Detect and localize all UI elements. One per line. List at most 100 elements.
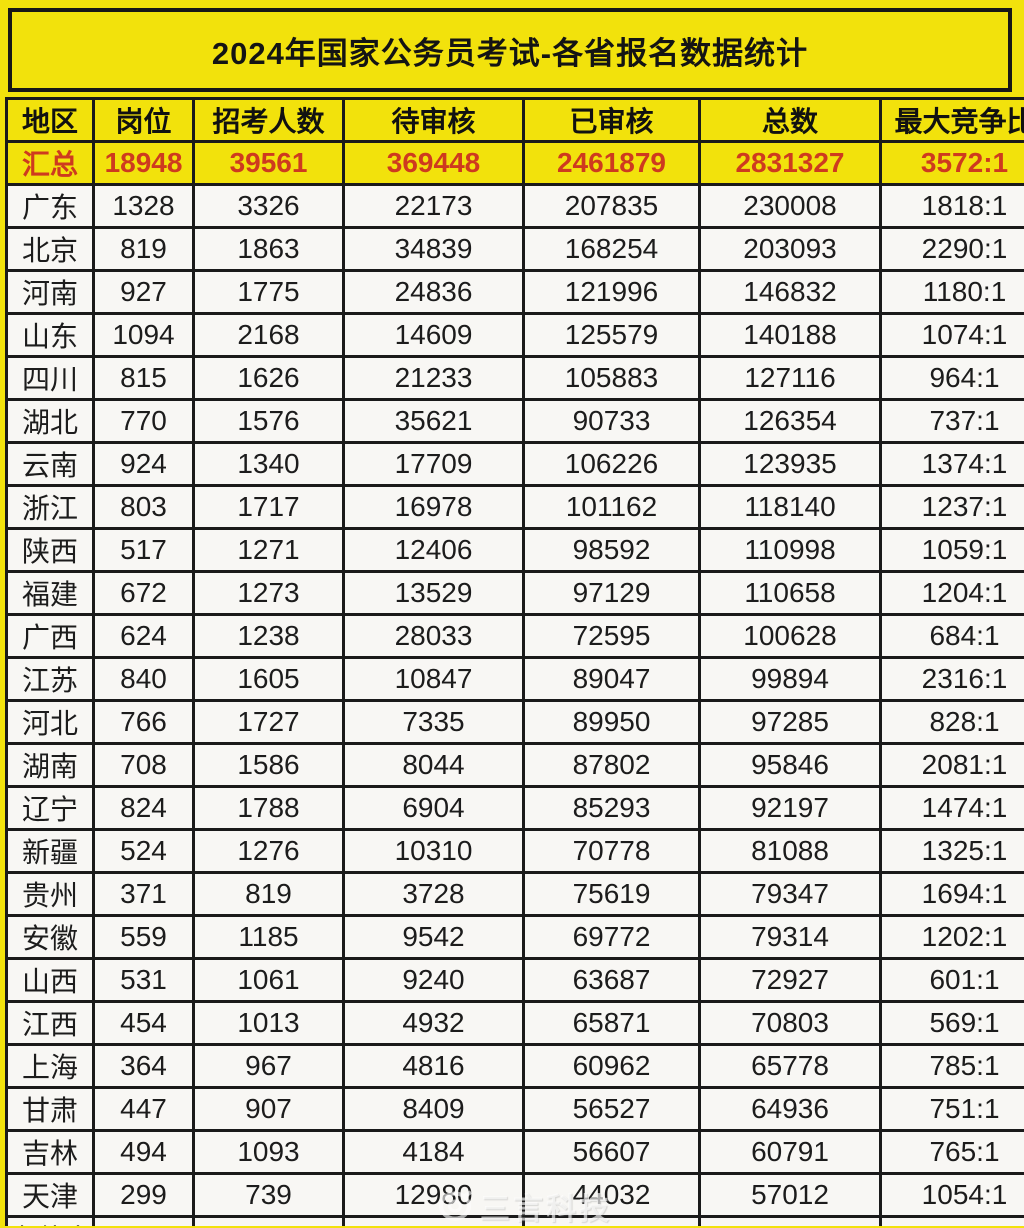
table-row: 江苏 840 1605 10847 89047 99894 2316:1	[7, 658, 1024, 701]
table-cell: 127116	[700, 357, 881, 400]
table-cell: 79347	[700, 873, 881, 916]
table-row: 湖南 708 1586 8044 87802 95846 2081:1	[7, 744, 1024, 787]
table-cell: 819	[94, 228, 194, 271]
table-row: 安徽 559 1185 9542 69772 79314 1202:1	[7, 916, 1024, 959]
table-cell: 964:1	[881, 357, 1024, 400]
table-cell: 1727	[194, 701, 344, 744]
region-cell: 天津	[7, 1174, 94, 1217]
table-cell: 44032	[524, 1174, 700, 1217]
table-cell: 22173	[344, 185, 524, 228]
table-cell: 70803	[700, 1002, 881, 1045]
table-cell: 1238	[194, 615, 344, 658]
table-cell: 17709	[344, 443, 524, 486]
table-cell: 708	[94, 744, 194, 787]
table-container: 地区 岗位 招考人数 待审核 已审核 总数 最大竞争比 汇总 18948 395…	[0, 97, 1024, 1226]
column-header-recruited: 招考人数	[194, 99, 344, 142]
table-cell: 1586	[194, 744, 344, 787]
table-cell: 3728	[344, 873, 524, 916]
table-row: 甘肃 447 907 8409 56527 64936 751:1	[7, 1088, 1024, 1131]
table-cell: 97129	[524, 572, 700, 615]
table-cell: 1374:1	[881, 443, 1024, 486]
region-cell: 安徽	[7, 916, 94, 959]
table-cell: 16978	[344, 486, 524, 529]
table-cell: 75619	[524, 873, 700, 916]
table-cell: 60962	[524, 1045, 700, 1088]
table-cell: 140188	[700, 314, 881, 357]
table-cell: 1276	[194, 830, 344, 873]
region-cell: 贵州	[7, 873, 94, 916]
region-cell: 湖北	[7, 400, 94, 443]
table-cell: 1185	[194, 916, 344, 959]
table-cell: 1474:1	[881, 787, 1024, 830]
region-cell: 江西	[7, 1002, 94, 1045]
table-cell: 207835	[524, 185, 700, 228]
table-cell: 56190	[700, 1217, 881, 1227]
table-cell: 28033	[344, 615, 524, 658]
table-cell: 631	[94, 1217, 194, 1227]
region-cell: 河北	[7, 701, 94, 744]
table-cell: 126354	[700, 400, 881, 443]
column-header-reviewed: 已审核	[524, 99, 700, 142]
region-cell: 四川	[7, 357, 94, 400]
table-cell: 828:1	[881, 701, 1024, 744]
table-cell: 531	[94, 959, 194, 1002]
table-cell: 72927	[700, 959, 881, 1002]
summary-cell: 2831327	[700, 142, 881, 185]
table-body: 汇总 18948 39561 369448 2461879 2831327 35…	[7, 142, 1024, 1227]
table-cell: 2081:1	[881, 744, 1024, 787]
table-cell: 494	[94, 1131, 194, 1174]
region-cell: 云南	[7, 443, 94, 486]
summary-cell: 369448	[344, 142, 524, 185]
table-cell: 907	[194, 1088, 344, 1131]
region-cell: 山东	[7, 314, 94, 357]
table-cell: 524	[94, 830, 194, 873]
table-row: 天津 299 739 12980 44032 57012 1054:1	[7, 1174, 1024, 1217]
region-cell: 北京	[7, 228, 94, 271]
table-cell: 81088	[700, 830, 881, 873]
table-cell: 1775	[194, 271, 344, 314]
table-cell: 454	[94, 1002, 194, 1045]
table-cell: 840	[94, 658, 194, 701]
summary-row: 汇总 18948 39561 369448 2461879 2831327 35…	[7, 142, 1024, 185]
table-cell: 24836	[344, 271, 524, 314]
table-cell: 1277	[194, 1217, 344, 1227]
table-cell: 1717	[194, 486, 344, 529]
table-cell: 1180:1	[881, 271, 1024, 314]
table-row: 内蒙古 631 1277 4516 51674 56190 1940:1	[7, 1217, 1024, 1227]
table-cell: 766	[94, 701, 194, 744]
column-header-total: 总数	[700, 99, 881, 142]
region-cell: 广西	[7, 615, 94, 658]
table-cell: 63687	[524, 959, 700, 1002]
region-cell: 辽宁	[7, 787, 94, 830]
table-cell: 35621	[344, 400, 524, 443]
table-cell: 4816	[344, 1045, 524, 1088]
table-cell: 57012	[700, 1174, 881, 1217]
table-cell: 2168	[194, 314, 344, 357]
table-cell: 1626	[194, 357, 344, 400]
table-cell: 1202:1	[881, 916, 1024, 959]
table-cell: 1340	[194, 443, 344, 486]
table-row: 四川 815 1626 21233 105883 127116 964:1	[7, 357, 1024, 400]
table-row: 云南 924 1340 17709 106226 123935 1374:1	[7, 443, 1024, 486]
table-cell: 1054:1	[881, 1174, 1024, 1217]
summary-cell: 18948	[94, 142, 194, 185]
table-cell: 1325:1	[881, 830, 1024, 873]
table-cell: 2316:1	[881, 658, 1024, 701]
table-cell: 99894	[700, 658, 881, 701]
table-cell: 56527	[524, 1088, 700, 1131]
table-cell: 168254	[524, 228, 700, 271]
table-cell: 765:1	[881, 1131, 1024, 1174]
table-cell: 4516	[344, 1217, 524, 1227]
region-cell: 湖南	[7, 744, 94, 787]
table-cell: 14609	[344, 314, 524, 357]
column-header-positions: 岗位	[94, 99, 194, 142]
table-cell: 121996	[524, 271, 700, 314]
table-cell: 51674	[524, 1217, 700, 1227]
table-cell: 85293	[524, 787, 700, 830]
region-cell: 内蒙古	[7, 1217, 94, 1227]
table-cell: 1013	[194, 1002, 344, 1045]
table-row: 福建 672 1273 13529 97129 110658 1204:1	[7, 572, 1024, 615]
region-cell: 浙江	[7, 486, 94, 529]
summary-region-cell: 汇总	[7, 142, 94, 185]
